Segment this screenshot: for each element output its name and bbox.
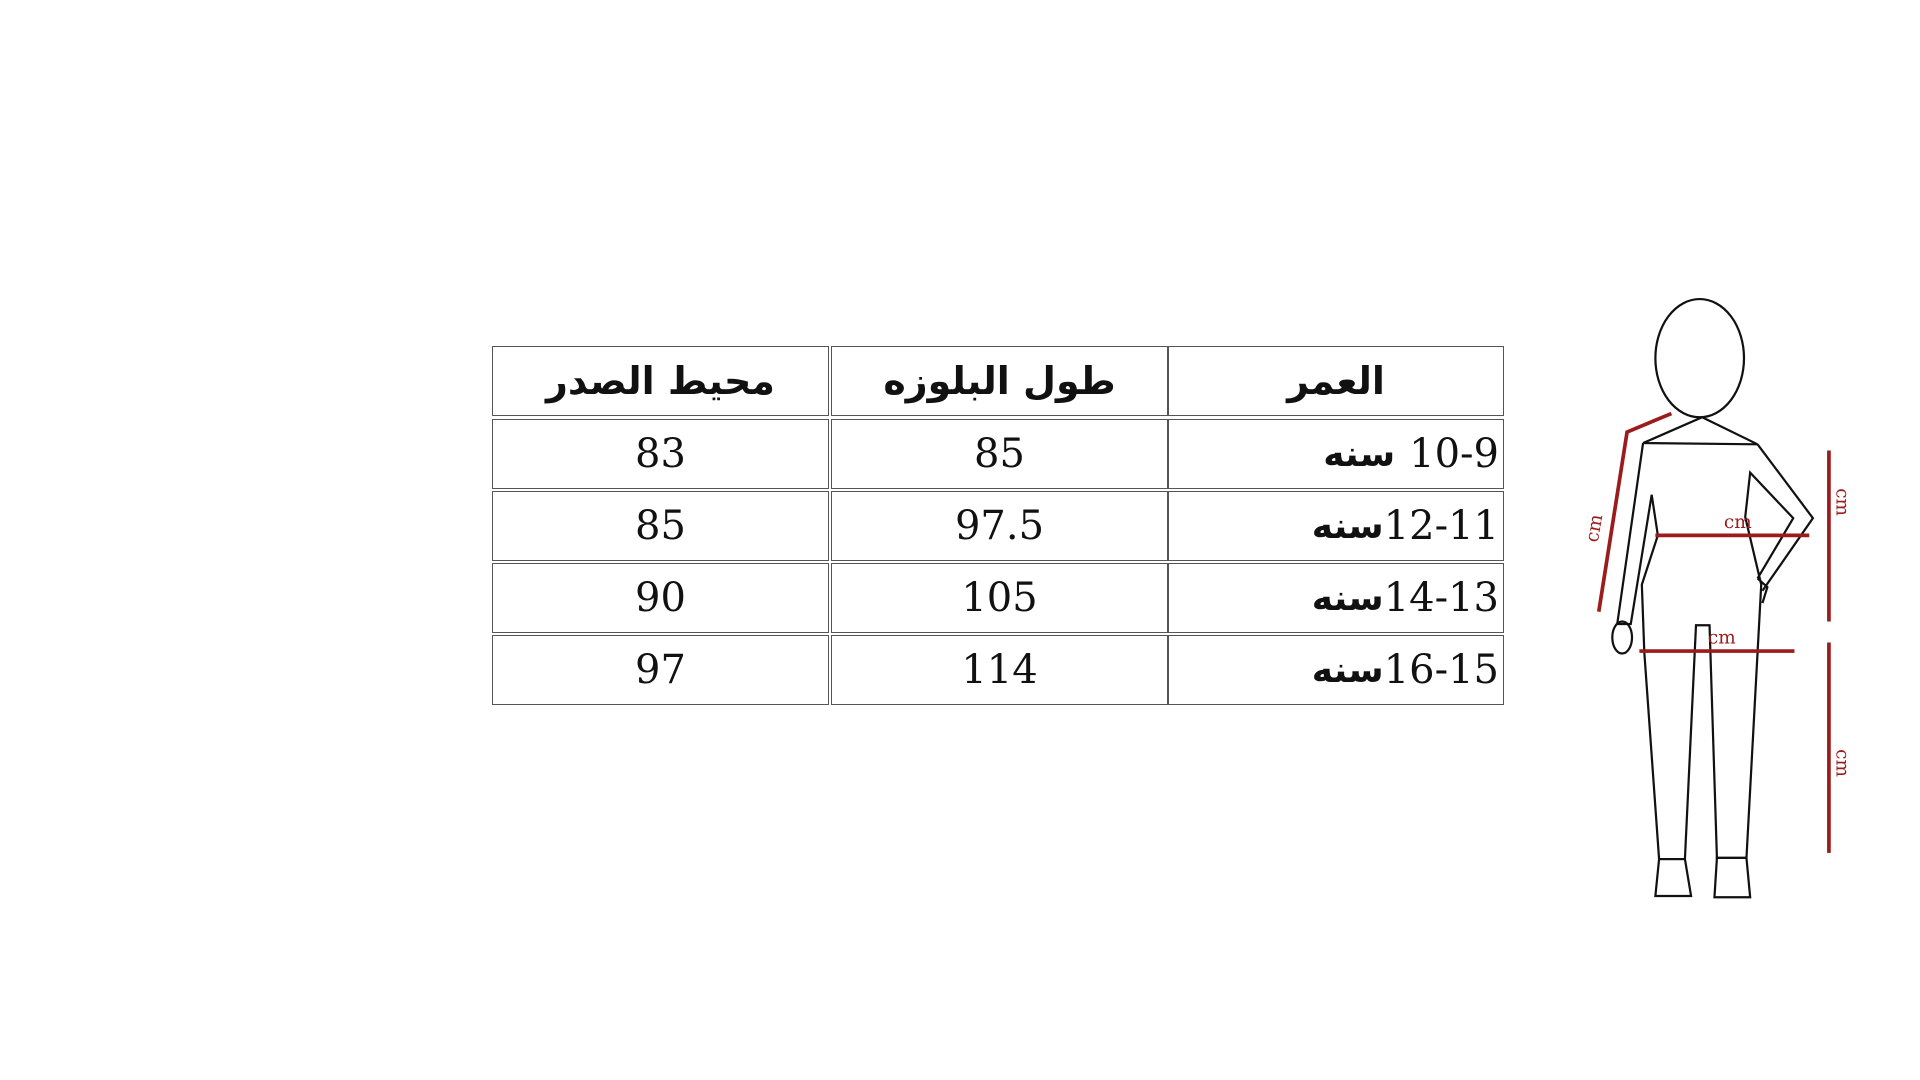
body-left-side (1615, 442, 1795, 861)
upper-length-cm-label: cm (1831, 488, 1852, 516)
sleeve-measure-line (1596, 411, 1673, 612)
shoulder (1643, 441, 1758, 446)
age-cell: سنه 12-11 (1168, 491, 1504, 561)
right-foot (1713, 856, 1752, 899)
head (1654, 297, 1746, 419)
age-range: 12-11 (1383, 503, 1499, 549)
chest-cell: 97 (492, 635, 829, 705)
chest-cm-label: cm (1724, 512, 1752, 533)
left-hand (1611, 620, 1634, 655)
age-unit: سنه (1323, 433, 1396, 475)
length-cell: 114 (831, 635, 1168, 705)
age-unit: سنه (1311, 577, 1384, 619)
age-unit: سنه (1311, 505, 1384, 547)
hip-cm-label: cm (1708, 628, 1736, 649)
chest-cell: 83 (492, 419, 829, 489)
neck (1642, 416, 1759, 446)
body-outline (1611, 297, 1815, 899)
right-hand (1756, 577, 1769, 604)
right-arm (1756, 443, 1815, 592)
length-cell: 85 (831, 419, 1168, 489)
header-length: طول البلوزه (831, 346, 1168, 416)
length-cell: 97.5 (831, 491, 1168, 561)
measure-lines (1596, 411, 1831, 853)
chest-cell: 85 (492, 491, 829, 561)
header-chest: محيط الصدر (492, 346, 829, 416)
chest-cell: 90 (492, 563, 829, 633)
sleeve-cm-label: cm (1582, 513, 1608, 544)
length-cell: 105 (831, 563, 1168, 633)
age-range: 10-9 (1409, 431, 1499, 477)
age-cell: سنه 14-13 (1168, 563, 1504, 633)
age-cell: سنه 16-15 (1168, 635, 1504, 705)
age-unit: سنه (1311, 649, 1384, 691)
lower-length-cm-label: cm (1831, 749, 1852, 777)
left-foot (1654, 857, 1693, 898)
age-cell: سنه 10-9 (1168, 419, 1504, 489)
header-age: العمر (1168, 346, 1504, 416)
age-range: 14-13 (1383, 575, 1499, 621)
age-range: 16-15 (1383, 647, 1499, 693)
